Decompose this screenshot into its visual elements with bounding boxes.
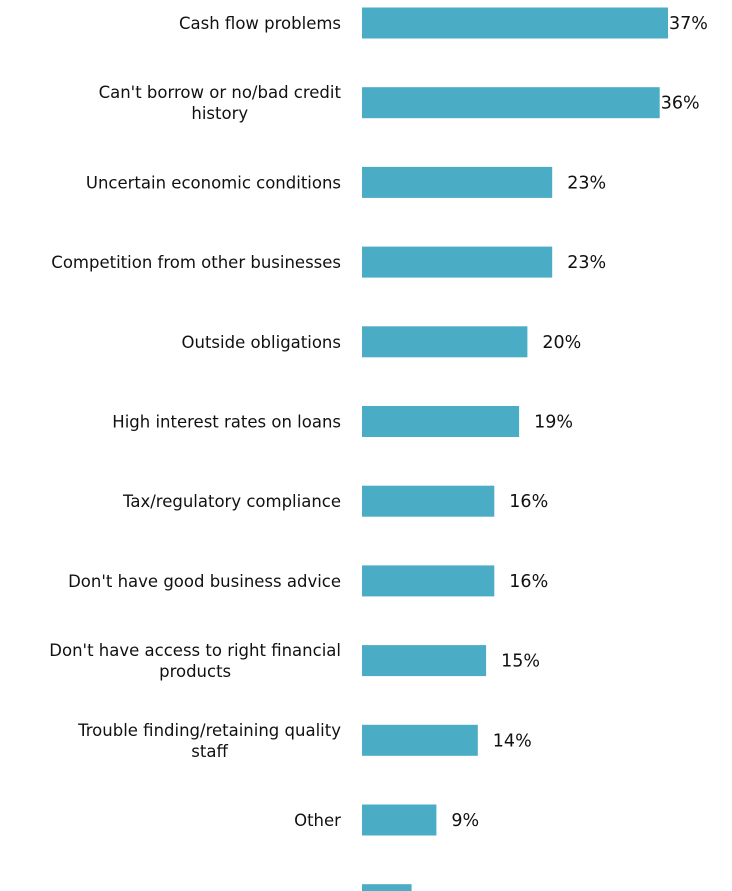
- category-label-line: Don't have access to right financial: [49, 641, 341, 660]
- category-label-line: Competition from other businesses: [51, 253, 341, 272]
- bar: [362, 166, 553, 198]
- value-label: 37%: [669, 14, 708, 34]
- value-labels-group: 37%36%23%23%20%19%16%16%15%14%9%6%: [427, 14, 708, 891]
- category-label: Competition from other businesses: [51, 253, 341, 272]
- category-label-line: Trouble finding/retaining quality: [77, 721, 341, 740]
- value-label: 15%: [501, 652, 540, 672]
- bar: [362, 406, 520, 437]
- value-label: 16%: [509, 572, 548, 592]
- category-label-line: High interest rates on loans: [112, 413, 341, 432]
- category-label-line: products: [159, 662, 231, 681]
- category-label: Uncertain economic conditions: [86, 173, 341, 192]
- bar: [362, 246, 553, 278]
- value-label: 23%: [567, 173, 606, 193]
- category-label-line: history: [191, 104, 248, 123]
- category-label: Don't have good business advice: [68, 572, 341, 591]
- category-label: Trouble finding/retaining quality staff: [77, 721, 341, 761]
- category-label-line: Uncertain economic conditions: [86, 173, 341, 192]
- category-label: Tax/regulatory compliance: [122, 492, 341, 511]
- category-label-line: Don't have good business advice: [68, 572, 341, 591]
- bar: [362, 485, 495, 517]
- bar: [362, 884, 412, 891]
- value-label: 9%: [451, 811, 479, 831]
- value-label: 23%: [567, 253, 606, 273]
- category-label: High interest rates on loans: [112, 413, 341, 432]
- category-label-line: Can't borrow or no/bad credit: [99, 83, 342, 102]
- category-label: Don't have access to right financial prod…: [49, 641, 341, 681]
- value-label: 20%: [542, 333, 581, 353]
- category-label: Outside obligations: [182, 333, 342, 352]
- value-label: 14%: [493, 731, 532, 751]
- value-label: 36%: [661, 94, 700, 114]
- bar: [362, 804, 437, 836]
- category-label-line: Cash flow problems: [179, 14, 341, 33]
- value-label: 16%: [509, 492, 548, 512]
- category-label: Cash flow problems: [179, 14, 341, 33]
- bar: [362, 645, 487, 677]
- bar: [362, 7, 668, 39]
- bar: [362, 326, 528, 358]
- value-label: 19%: [534, 413, 573, 433]
- bars-group: [362, 7, 668, 891]
- bar: [362, 87, 660, 119]
- category-labels-group: Cash flow problems Can't borrow or no/bad…: [49, 14, 341, 891]
- category-label: Other: [294, 811, 341, 830]
- bar: [362, 724, 478, 756]
- category-label-line: Outside obligations: [182, 333, 342, 352]
- bar: [362, 565, 495, 597]
- category-label: Can't borrow or no/bad credit history: [99, 83, 342, 123]
- category-label-line: Other: [294, 811, 341, 830]
- category-label-line: Tax/regulatory compliance: [122, 492, 341, 511]
- category-label-line: staff: [191, 742, 228, 761]
